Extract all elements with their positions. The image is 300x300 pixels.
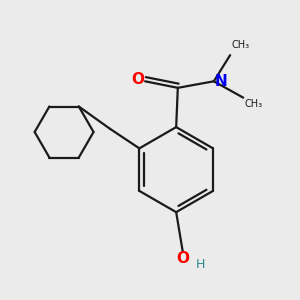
Text: H: H: [196, 258, 205, 271]
Text: CH₃: CH₃: [232, 40, 250, 50]
Text: O: O: [131, 72, 144, 87]
Text: O: O: [176, 251, 189, 266]
Text: CH₃: CH₃: [245, 99, 263, 109]
Text: N: N: [214, 74, 227, 89]
